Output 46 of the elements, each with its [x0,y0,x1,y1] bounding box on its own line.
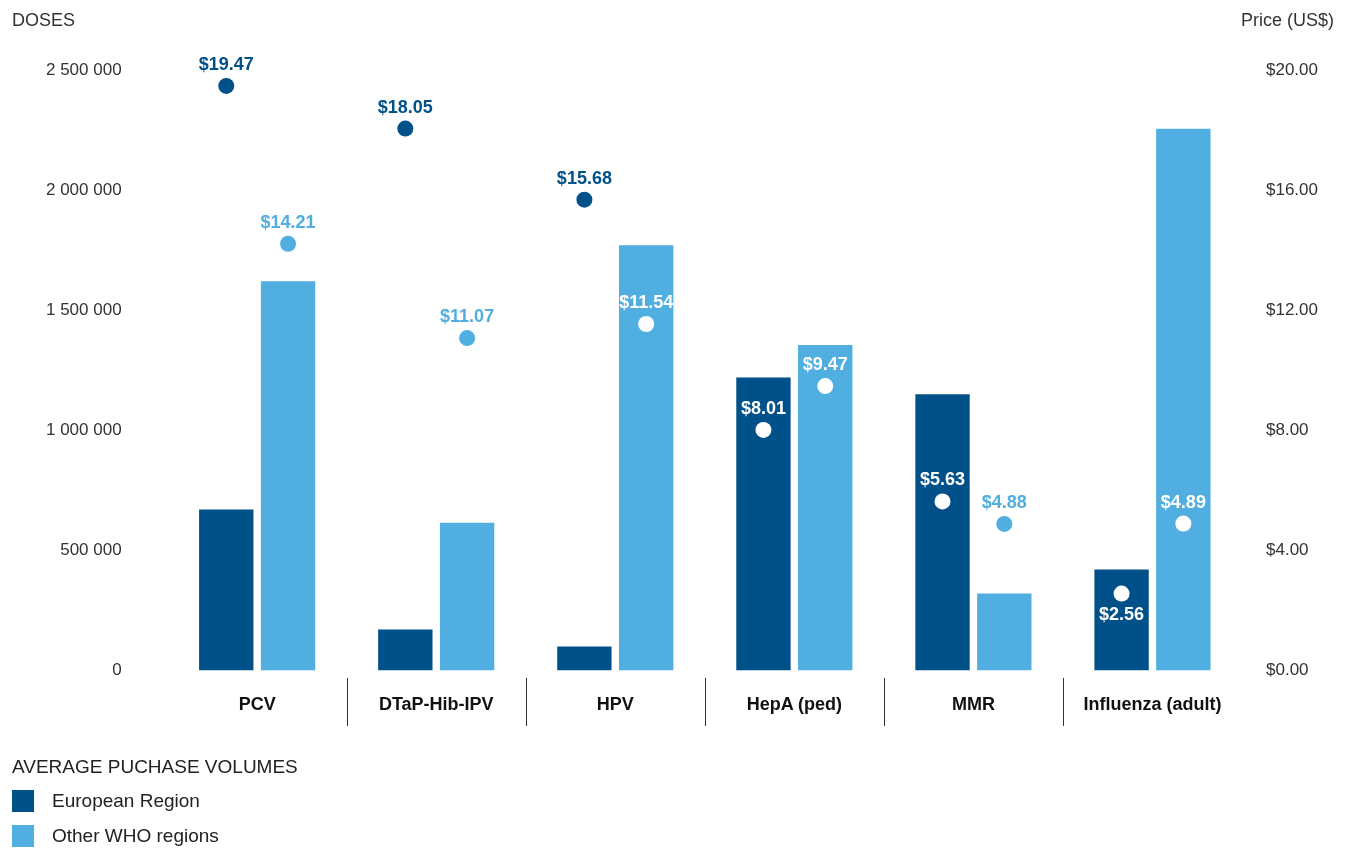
y2-tick-label: $20.00 [1266,59,1318,79]
data-label: $2.56 [1099,603,1145,624]
y-tick-label: 1 000 000 [45,419,122,439]
data-label: $5.63 [920,469,966,490]
bar [618,245,674,671]
x-tick-label: PCV [238,694,276,715]
y2-tick-label: $16.00 [1266,179,1318,199]
x-tick-label: MMR [951,694,995,715]
data-label: $11.07 [440,306,495,327]
x-tick-label: HPV [596,694,634,715]
y2-tick-label: $8.00 [1266,419,1309,439]
data-label: $19.47 [198,53,254,74]
x-tick-label: Influenza (adult) [1083,694,1222,715]
data-label: $4.89 [1160,491,1206,512]
y2-tick-label: $12.00 [1266,299,1318,319]
y-axis-title: DOSES [12,9,76,30]
bar [977,593,1032,671]
y-tick-label: 2 500 000 [45,59,122,79]
data-label: $18.05 [377,96,433,117]
data-label: $4.88 [981,491,1027,512]
y-tick-label: 0 [112,660,122,680]
bar [1094,569,1149,671]
bar [1156,128,1211,671]
bar [199,509,254,671]
data-label: $15.68 [556,167,612,188]
y-tick-label: 2 000 000 [45,179,122,199]
data-label: $14.21 [260,211,316,232]
y2-tick-label: $0.00 [1266,660,1309,680]
data-label: $9.47 [802,354,848,375]
legend-label: Other WHO regions [52,825,219,847]
bar [378,629,433,671]
x-tick-label: DTaP-Hib-IPV [378,694,494,715]
bar [798,344,853,671]
data-label: $8.01 [740,397,786,418]
y2-axis-title: Price (US$) [1240,9,1334,30]
bar [439,522,495,671]
bar [915,394,970,671]
bar [557,646,612,671]
y-tick-label: 500 000 [60,540,122,560]
x-tick-label: HepA (ped) [746,694,843,715]
legend-title: AVERAGE PUCHASE VOLUMES [12,756,298,778]
y-tick-label: 1 500 000 [45,299,122,319]
bar [736,377,791,671]
bar [260,281,316,671]
y2-tick-label: $4.00 [1266,540,1309,560]
legend-label: European Region [52,790,200,812]
